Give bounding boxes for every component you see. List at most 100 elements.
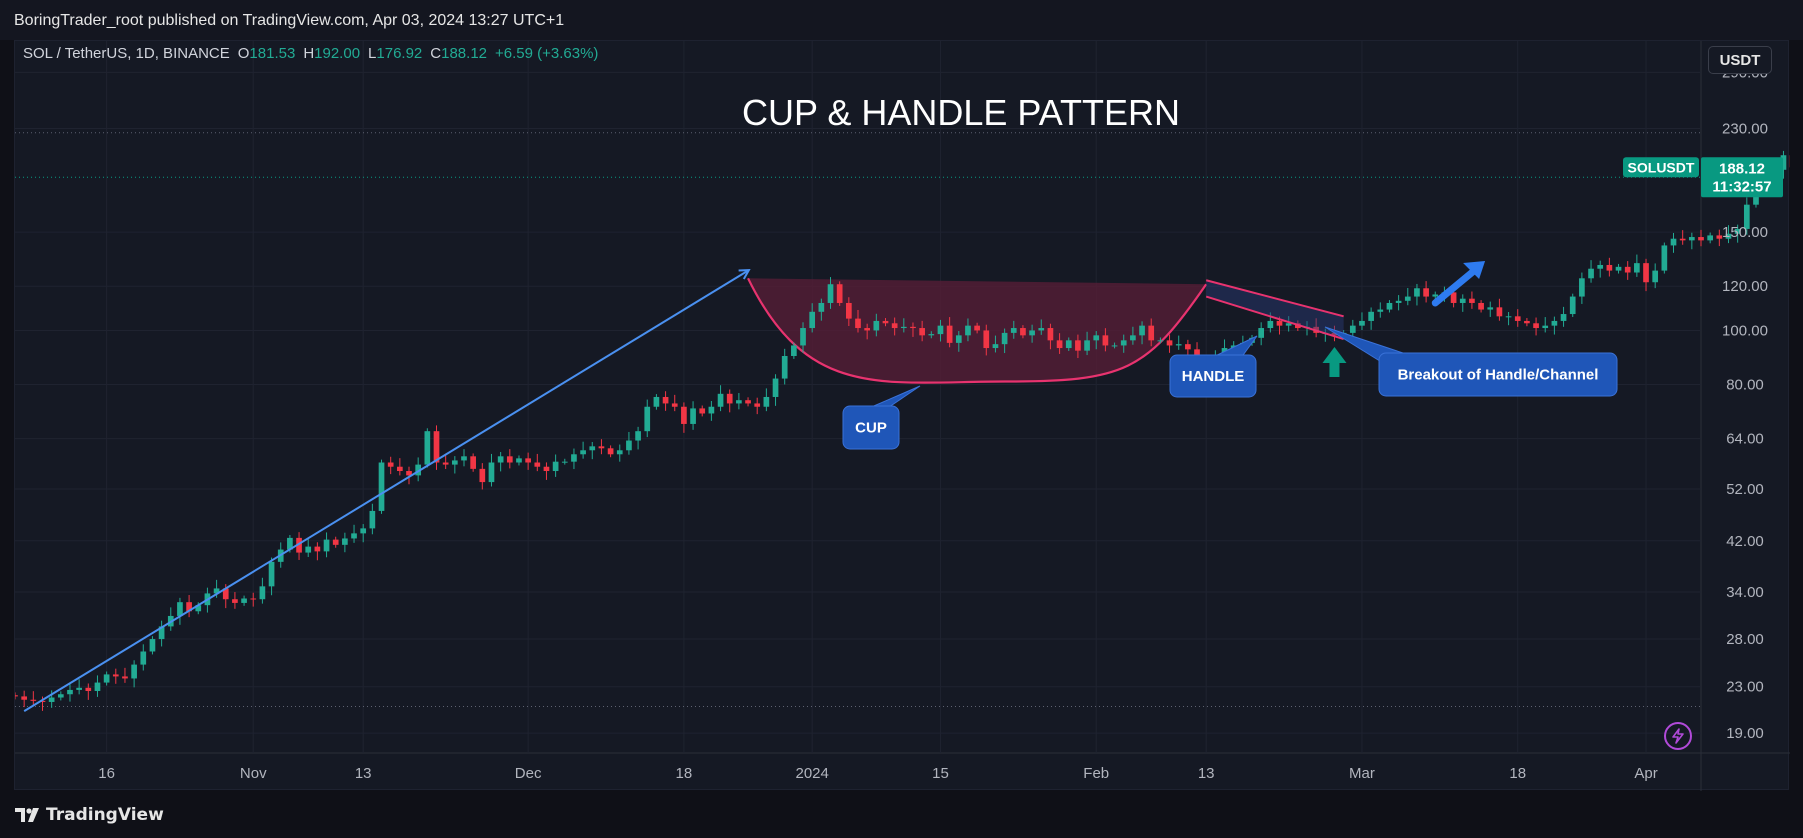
candle-body	[305, 546, 312, 553]
candle-body	[1487, 307, 1494, 310]
continuation-arrow-icon	[1463, 260, 1486, 279]
candle-body	[1029, 330, 1035, 336]
candle-body	[1120, 340, 1127, 346]
candle-body	[76, 687, 82, 690]
candle-body	[561, 461, 568, 463]
y-tick-label: 230.00	[1722, 121, 1768, 138]
candle-body	[378, 462, 385, 511]
candle-body	[781, 355, 788, 379]
x-tick-label: 13	[1198, 765, 1215, 782]
candle-body	[717, 393, 724, 407]
x-tick-label: 13	[355, 765, 372, 782]
bolt-icon[interactable]	[1664, 722, 1692, 750]
candle-body	[690, 408, 696, 424]
y-tick-label: 80.00	[1726, 377, 1764, 394]
candle-body	[900, 326, 907, 329]
candle-body	[910, 326, 916, 329]
candle-body	[186, 602, 192, 612]
candle-body	[855, 318, 861, 329]
candle-body	[800, 328, 806, 346]
x-tick-label: Apr	[1634, 765, 1657, 782]
candle-body	[48, 697, 55, 702]
handle-label-text: HANDLE	[1182, 368, 1245, 385]
candle-body	[1734, 228, 1741, 234]
candle-body	[955, 335, 962, 343]
candle-body	[1505, 316, 1512, 318]
y-tick-label: 42.00	[1726, 533, 1764, 550]
candle-body	[332, 539, 339, 545]
high-value: 192.00	[314, 45, 360, 62]
x-tick-label: 16	[98, 765, 115, 782]
candle-body	[736, 400, 742, 404]
footer-brand[interactable]: TradingView	[14, 804, 164, 826]
candle-body	[342, 538, 348, 545]
cup-label: CUP	[842, 385, 921, 450]
price-axis[interactable]: 290.00230.00150.00120.00100.0080.0064.00…	[1722, 64, 1768, 742]
candle-body	[1258, 328, 1265, 338]
candle-body	[461, 456, 467, 461]
candle-body	[699, 408, 706, 414]
x-tick-label: Nov	[240, 765, 267, 782]
candle-body	[85, 687, 92, 691]
candle-body	[195, 605, 202, 612]
candle-body	[1386, 302, 1393, 310]
candle-body	[745, 400, 751, 404]
candle-body	[158, 626, 165, 640]
candle-body	[1679, 238, 1686, 241]
breakout-label-text: Breakout of Handle/Channel	[1398, 367, 1599, 384]
candle-body	[1130, 335, 1136, 341]
candle-body	[616, 450, 623, 455]
candle-body	[1093, 335, 1100, 341]
candle-body	[287, 537, 293, 550]
chart-title: CUP & HANDLE PATTERN	[742, 92, 1180, 133]
candle-body	[1139, 325, 1145, 336]
candle-body	[1524, 320, 1530, 324]
candle-body	[1075, 340, 1081, 351]
candle-body	[1056, 340, 1063, 349]
candle-body	[965, 325, 971, 336]
handle-label-box	[1169, 354, 1257, 398]
candle-body	[1569, 296, 1576, 315]
candle-body	[1404, 296, 1411, 301]
candle-body	[140, 651, 147, 665]
continuation-arrow-shaft	[1431, 266, 1479, 307]
tradingview-logo-icon	[15, 808, 39, 822]
candle-body	[506, 456, 513, 463]
last-price-tag: SOLUSDT 188.12 11:32:57	[1623, 157, 1783, 198]
candle-body	[681, 406, 687, 424]
low-value: 176.92	[376, 45, 422, 62]
candle-body	[1624, 266, 1631, 273]
chart-frame[interactable]: CUP HANDLE Breakout of Handle/Channel SOL …	[14, 40, 1790, 791]
candle-body	[442, 462, 449, 465]
candle-body	[772, 378, 779, 397]
y-tick-label: 64.00	[1726, 431, 1764, 448]
candle-body	[241, 598, 247, 603]
cup-label-pointer	[873, 385, 921, 407]
y-tick-label: 28.00	[1726, 631, 1764, 648]
time-axis[interactable]: 16 Nov 13 Dec 18 2024 15 Feb 13 Mar 18 Apr	[98, 765, 1657, 782]
candlestick-chart[interactable]: CUP HANDLE Breakout of Handle/Channel SOL …	[15, 41, 1790, 791]
candle-body	[525, 458, 531, 463]
candle-body	[1725, 233, 1732, 239]
x-tick-label: 15	[932, 765, 949, 782]
candle-body	[589, 446, 596, 451]
high-label: H	[303, 45, 314, 62]
candle-body	[21, 696, 28, 700]
candle-body	[30, 699, 37, 701]
candle-body	[809, 311, 816, 329]
x-tick-label: Dec	[515, 765, 542, 782]
candle-body	[1670, 238, 1677, 246]
currency-button[interactable]: USDT	[1708, 46, 1772, 74]
candle-body	[1395, 300, 1402, 303]
candle-body	[1276, 320, 1283, 326]
open-label: O	[238, 45, 250, 62]
candle-body	[259, 586, 266, 600]
last-price: 188.12	[1719, 160, 1765, 177]
candle-body	[626, 440, 632, 451]
candle-body	[534, 462, 541, 467]
breakout-arrow-icon	[1322, 347, 1347, 378]
candle-body	[827, 284, 834, 303]
candle-body	[296, 537, 302, 553]
candle-body	[873, 320, 880, 331]
candle-body	[1707, 235, 1714, 241]
